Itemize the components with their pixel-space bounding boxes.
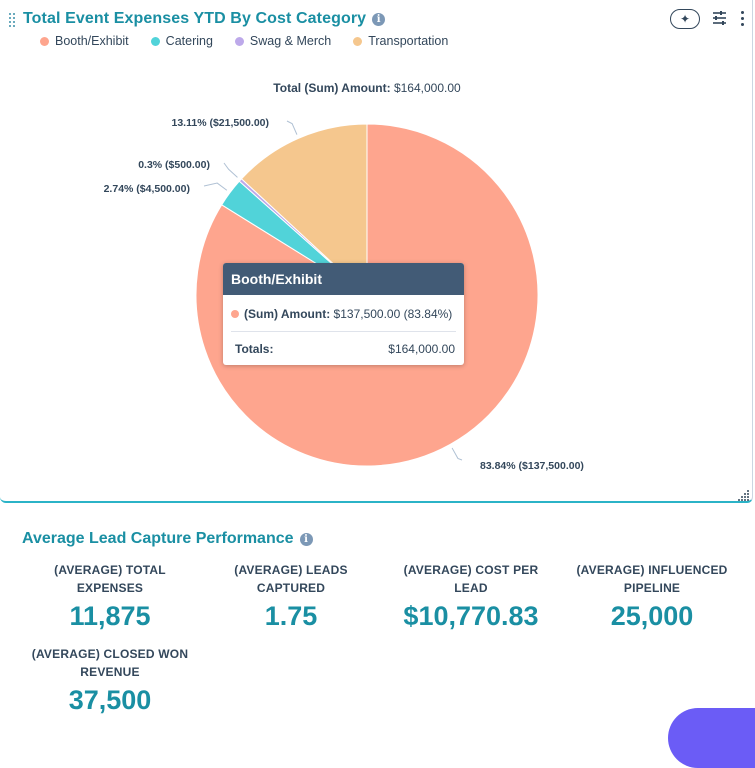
legend-item[interactable]: Swag & Merch [234,34,331,48]
kpi-card-title: Average Lead Capture Performance i [22,530,313,548]
chart-tooltip: Booth/Exhibit (Sum) Amount: $137,500.00 … [223,263,464,365]
chat-launcher-button[interactable] [668,708,755,768]
kpi-total-expenses: (AVERAGE) TOTAL EXPENSES 11,875 [54,563,166,631]
tooltip-series-row: (Sum) Amount: $137,500.00 (83.84%) [231,307,452,321]
kpi-influenced-pipeline: (AVERAGE) INFLUENCED PIPELINE 25,000 [576,563,728,631]
slice-data-label: 2.74% ($4,500.00) [104,183,190,195]
legend-dot [40,36,49,46]
slice-leader-line [286,120,298,135]
slice-leader-line [451,447,463,461]
pie-slice-transportation[interactable] [240,123,368,297]
info-icon[interactable]: i [372,13,386,26]
tooltip-title: Booth/Exhibit [223,263,464,295]
sliders-icon[interactable] [712,11,727,30]
slice-data-label: 0.3% ($500.00) [138,159,210,171]
legend-dot [234,36,244,46]
chart-card: Total Event Expenses YTD By Cost Categor… [0,0,753,503]
tooltip-dot [231,310,239,318]
legend-item[interactable]: Transportation [353,34,448,48]
tooltip-divider [231,331,456,332]
slice-data-label: 13.11% ($21,500.00) [172,117,270,129]
pie-slice-booth-exhibit[interactable] [195,123,539,467]
more-vertical-icon[interactable] [741,11,745,29]
chart-total-text: Total (Sum) Amount: $164,000.00 [273,81,461,95]
chart-title: Total Event Expenses YTD By Cost Categor… [23,10,386,28]
legend-dot [150,36,160,46]
slice-leader-line [203,182,228,191]
ai-assist-button[interactable]: ✦ [670,9,700,29]
tooltip-totals-value: $164,000.00 [388,342,455,356]
pie-chart: Total (Sum) Amount: $164,000.00 83.84% (… [104,81,584,472]
info-icon[interactable]: i [299,533,313,546]
kpi-leads-captured: (AVERAGE) LEADS CAPTURED 1.75 [234,563,348,631]
kpi-cost-per-lead: (AVERAGE) COST PER LEAD $10,770.83 [403,563,539,631]
kpi-closed-won-revenue: (AVERAGE) CLOSED WON REVENUE 37,500 [31,647,189,715]
legend-item[interactable]: Catering [150,34,213,48]
resize-handle-icon[interactable] [738,488,750,506]
legend-item[interactable]: Booth/Exhibit [40,34,129,48]
slice-data-label: 83.84% ($137,500.00) [480,460,584,472]
chart-legend: Booth/Exhibit Catering Swag & Merch Tran… [40,34,448,48]
drag-handle-icon[interactable] [9,13,15,27]
slice-leader-line [223,162,238,178]
tooltip-totals-label: Totals: [235,342,274,356]
legend-dot [353,36,363,46]
